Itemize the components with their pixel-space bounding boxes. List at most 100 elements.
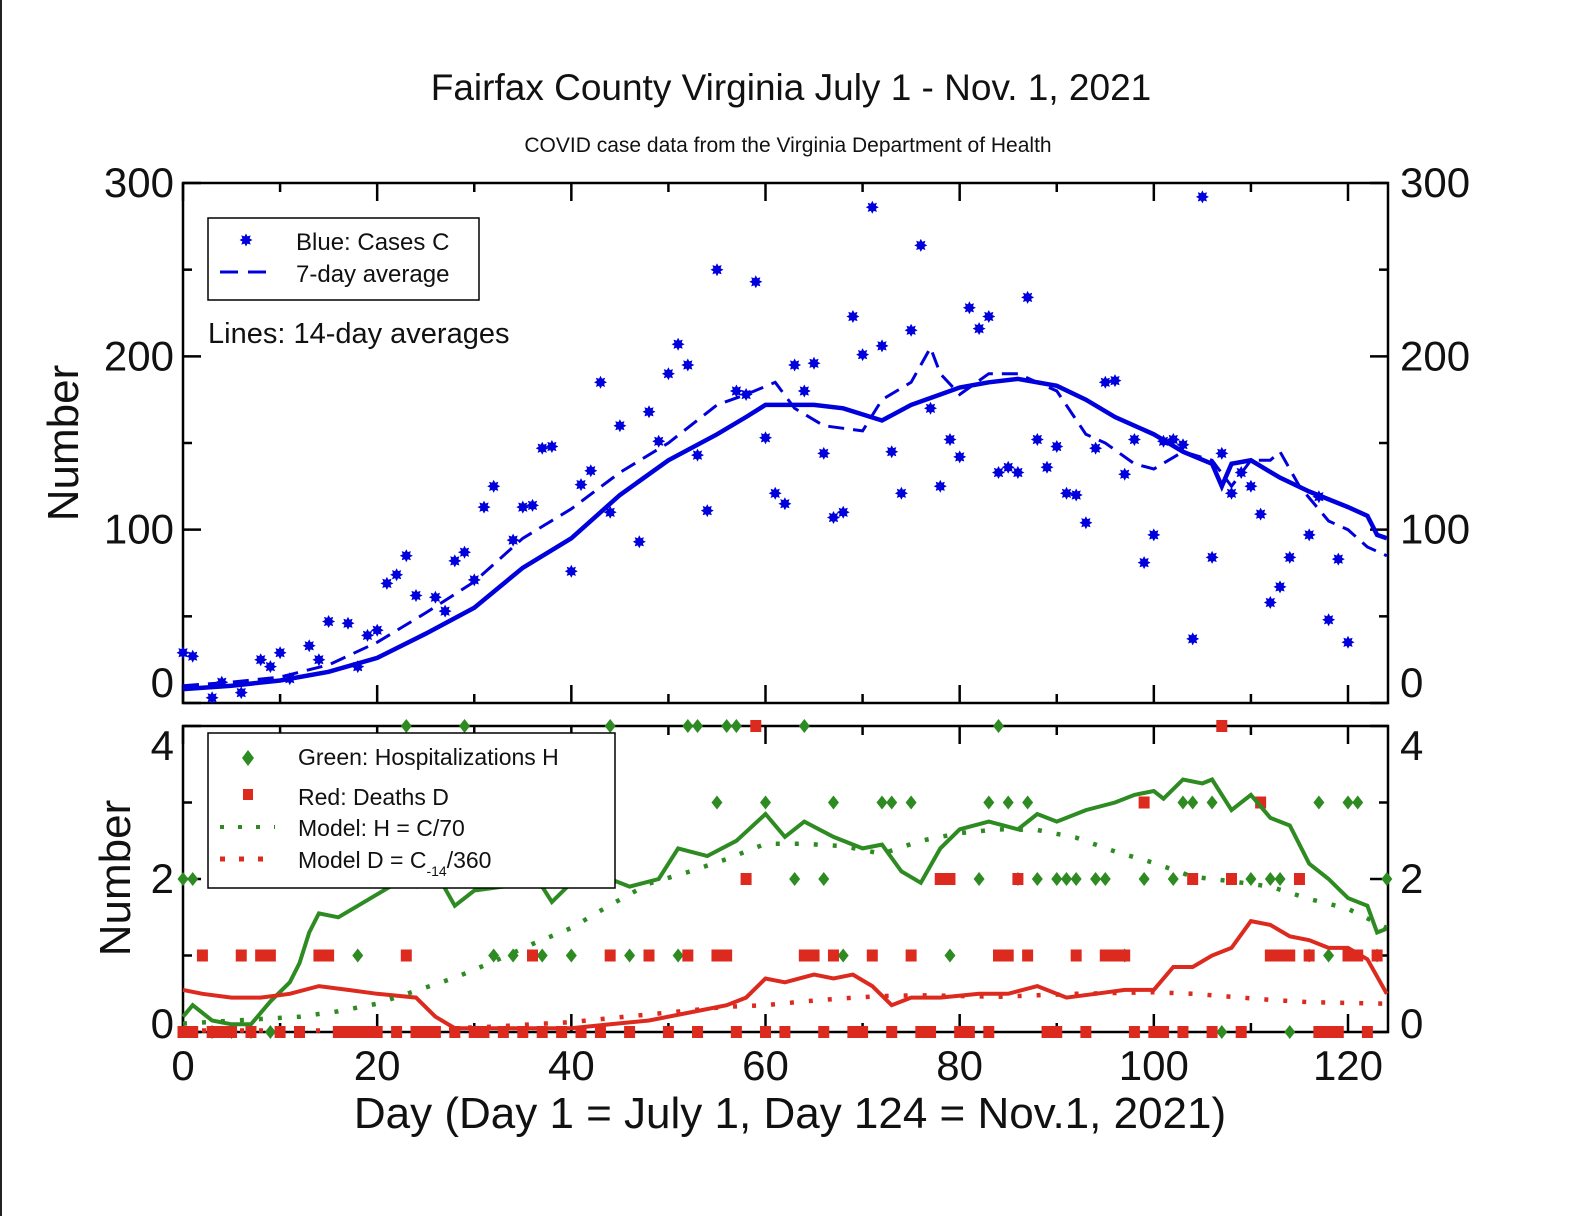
death-point [847, 1026, 859, 1038]
case-point [943, 433, 957, 446]
hospitalization-point [1177, 795, 1189, 810]
case-point [1079, 516, 1093, 530]
case-point [671, 337, 685, 351]
hospitalization-point [1313, 795, 1325, 810]
case-point [827, 511, 840, 524]
death-point [594, 1026, 606, 1038]
case-point [1127, 433, 1141, 446]
top-y-axis-label: Number [39, 365, 88, 522]
death-point [1041, 1026, 1053, 1038]
case-point [312, 653, 326, 667]
death-point [1313, 1026, 1325, 1038]
death-point [391, 1026, 403, 1038]
hospitalization-point [1099, 872, 1111, 886]
hospitalization-point [177, 872, 189, 886]
death-point [410, 1026, 422, 1038]
death-point [264, 949, 276, 962]
death-point [1177, 1026, 1189, 1038]
x-tick-label: 0 [171, 1042, 194, 1089]
case-point [1322, 613, 1336, 627]
death-point [643, 949, 655, 962]
fourteen-day-average-line [182, 376, 1388, 692]
case-point [652, 434, 666, 448]
case-point [477, 500, 491, 514]
case-point [535, 441, 549, 455]
case-point [953, 450, 967, 464]
death-point [963, 1026, 975, 1038]
death-point [478, 1026, 490, 1038]
case-point [759, 431, 772, 445]
case-point [361, 628, 374, 642]
case-point [642, 405, 656, 419]
death-point [497, 1026, 509, 1038]
x-tick-label: 100 [1119, 1042, 1189, 1089]
hospitalization-point [1342, 795, 1354, 810]
bottom-y-axis-label: Number [91, 800, 140, 957]
case-point [691, 448, 704, 462]
case-point [438, 604, 452, 618]
lines-annotation: Lines: 14-day averages [208, 318, 509, 350]
case-point [1215, 446, 1229, 460]
case-point [399, 549, 413, 563]
death-point [1274, 949, 1286, 962]
case-point [875, 339, 889, 353]
death-point [255, 949, 267, 962]
death-point [1002, 949, 1014, 962]
death-point [429, 1026, 441, 1038]
case-point [613, 419, 627, 433]
case-point [992, 466, 1005, 479]
case-point [700, 504, 714, 518]
case-point [1098, 375, 1112, 389]
death-point [925, 1026, 937, 1038]
hospitalization-point [721, 719, 733, 733]
hospitalization-point [1216, 1025, 1228, 1039]
case-point [681, 358, 695, 372]
case-point [1001, 460, 1015, 474]
death-point [721, 949, 733, 962]
hospitalization-point [760, 795, 771, 810]
hospitalization-point [1352, 795, 1364, 810]
case-point [856, 348, 870, 362]
hospitalization-point [837, 948, 849, 963]
model-d-line [183, 989, 1387, 1033]
hospitalization-point [876, 795, 888, 810]
case-point [254, 653, 268, 667]
hospitalization-point [400, 719, 412, 733]
death-point [536, 1026, 548, 1038]
death-point [313, 949, 325, 962]
death-point [1323, 1026, 1335, 1038]
death-point [808, 949, 820, 962]
legend-model-h-label: Model: H = C/70 [298, 815, 465, 841]
death-point [1332, 1026, 1344, 1038]
death-point [1255, 796, 1267, 809]
death-point [361, 1026, 373, 1038]
death-point [682, 949, 694, 962]
case-point [487, 479, 501, 493]
case-point [1263, 596, 1277, 609]
hospitalization-point [1031, 872, 1043, 886]
death-point [827, 949, 839, 962]
death-point [692, 1026, 704, 1038]
death-point [1148, 1026, 1160, 1038]
death-point [604, 949, 616, 962]
case-point [904, 323, 918, 337]
death-point [857, 1026, 869, 1038]
hospitalization-point [789, 872, 801, 886]
hospitalization-point [1138, 872, 1150, 886]
case-point [428, 590, 442, 604]
x-tick-label: 20 [354, 1042, 401, 1089]
case-point [390, 568, 404, 582]
y-tick-label: 200 [104, 332, 174, 379]
hospitalization-point [711, 795, 723, 810]
case-point [710, 263, 724, 277]
hospitalization-point [692, 719, 704, 733]
case-point [1225, 486, 1238, 500]
death-point [1226, 873, 1237, 885]
legend-cases-label: Blue: Cases C [296, 229, 449, 256]
death-point [575, 1026, 587, 1038]
case-point [1283, 550, 1297, 564]
case-point [933, 479, 947, 493]
case-point [982, 310, 996, 323]
legend-model-d-label: Model D = C-14/360 [298, 847, 491, 879]
death-point [468, 1026, 480, 1038]
